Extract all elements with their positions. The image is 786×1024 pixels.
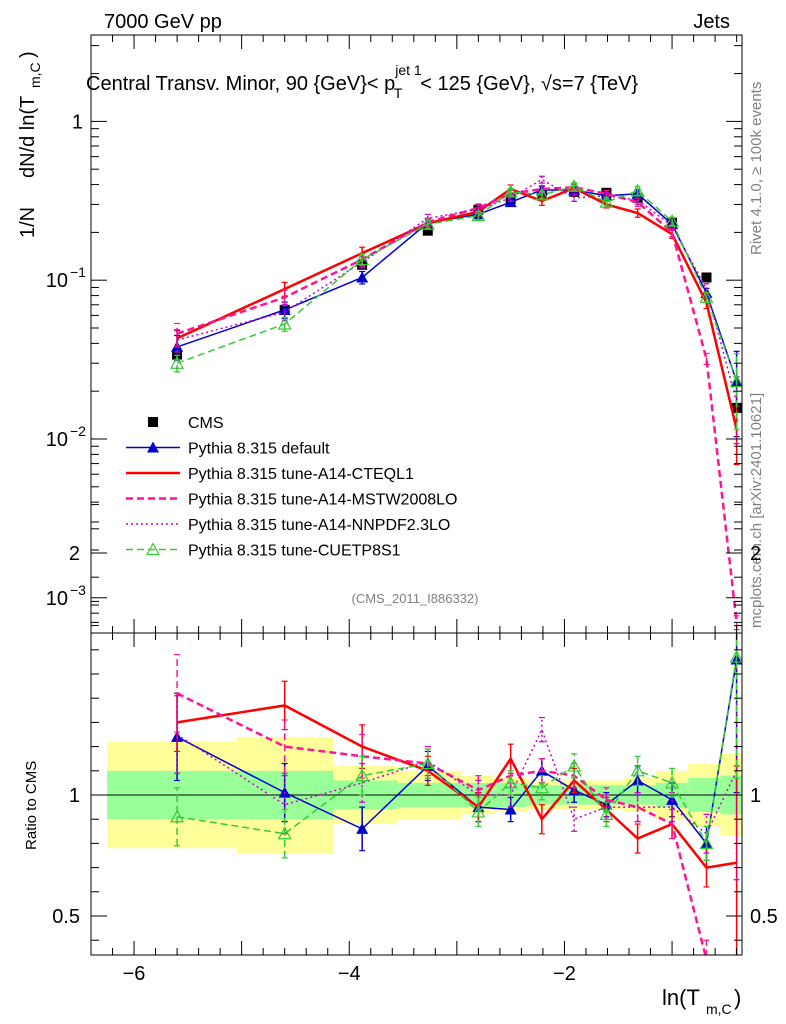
cuetp8s1-marker	[145, 542, 161, 556]
default-marker	[666, 793, 679, 805]
series-5	[170, 179, 742, 430]
legend-label: CMS	[188, 415, 224, 432]
y-tick-exponent: −2	[70, 423, 86, 439]
y-axis-title: 1/N dN/d ln(T m,C )	[17, 51, 43, 238]
cuetp8s1-marker	[630, 763, 645, 777]
ratio-y-tick-label-right: 2	[750, 543, 761, 565]
legend-entry: Pythia 8.315 tune-CUETP8S1	[126, 542, 401, 560]
cuetp8s1-marker	[534, 187, 549, 201]
header-jets: Jets	[693, 11, 730, 33]
series-3	[174, 183, 740, 631]
default-marker	[504, 803, 517, 815]
default-marker	[356, 271, 369, 283]
series-2	[174, 184, 740, 466]
series-line	[176, 178, 738, 403]
legend-entry: Pythia 8.315 tune-A14-NNPDF2.3LO	[126, 517, 450, 534]
default-marker	[356, 822, 369, 834]
series-0	[172, 186, 742, 413]
legend-entry: Pythia 8.315 tune-A14-MSTW2008LO	[126, 492, 457, 509]
svg-text:1/N: 1/N	[17, 207, 39, 238]
cuetp8s1-marker	[420, 756, 435, 770]
y-tick-exponent: −3	[70, 582, 86, 598]
svg-text:ln(T: ln(T	[662, 985, 700, 1010]
cuetp8s1-marker	[630, 183, 645, 197]
svg-text:dN/d ln(T: dN/d ln(T	[17, 96, 39, 178]
cuetp8s1-marker	[665, 214, 680, 227]
cuetp8s1-marker	[170, 809, 185, 823]
cuetp8s1-marker	[599, 194, 614, 208]
cuetp8s1-marker	[277, 316, 292, 330]
cms-marker	[422, 225, 433, 236]
cuetp8s1-marker	[567, 758, 582, 772]
cms-marker	[148, 417, 158, 427]
cuetp8s1-marker	[355, 768, 370, 782]
x-axis-title: ln(T m,C )	[662, 985, 741, 1017]
rivet-label: Rivet 4.1.0, ≥ 100k events	[748, 82, 765, 255]
cuetp8s1-marker	[729, 649, 742, 663]
svg-text:): )	[734, 985, 741, 1010]
mcplots-label: mcplots.cern.ch [arXiv:2401.10621]	[748, 393, 765, 628]
y-tick-exponent: −1	[70, 264, 86, 280]
cuetp8s1-marker	[355, 252, 370, 266]
cuetp8s1-marker	[503, 184, 518, 198]
cuetp8s1-marker	[420, 217, 435, 230]
legend-label: Pythia 8.315 tune-A14-CTEQL1	[188, 466, 414, 483]
ratio-frame	[90, 632, 743, 956]
cuetp8s1-marker	[599, 807, 614, 820]
x-tick-label: −2	[553, 963, 576, 985]
svg-text:m,C: m,C	[27, 62, 43, 88]
legend-label: Pythia 8.315 tune-A14-MSTW2008LO	[188, 492, 457, 509]
axis-ticks	[90, 35, 742, 955]
header-energy: 7000 GeV pp	[104, 11, 222, 33]
y-tick-label: 10	[46, 270, 68, 292]
cuetp8s1-marker	[699, 290, 714, 303]
default-marker	[147, 441, 159, 453]
ratio-y-tick-label-right: 1	[750, 785, 761, 807]
cuetp8s1-marker	[471, 208, 486, 222]
cuetp8s1-marker	[567, 179, 582, 192]
cuetp8s1-marker	[471, 804, 486, 818]
cuetp8s1-marker	[534, 780, 549, 794]
svg-text:): )	[17, 51, 39, 58]
legend-entry: CMS	[148, 415, 224, 432]
cms-marker	[701, 272, 712, 283]
cuetp8s1-marker	[729, 374, 742, 388]
y-tick-label: 10	[46, 429, 68, 451]
ratio-y-tick-label: 2	[69, 543, 80, 565]
x-tick-label: −6	[123, 963, 146, 985]
y-tick-label: 10	[46, 588, 68, 610]
cuetp8s1-marker	[699, 836, 714, 850]
legend-label: Pythia 8.315 default	[188, 441, 330, 458]
analysis-watermark: (CMS_2011_I886332)	[352, 591, 479, 606]
svg-text:m,C: m,C	[706, 1001, 732, 1017]
cuetp8s1-marker	[277, 826, 292, 840]
cuetp8s1-marker	[503, 775, 518, 789]
y-tick-label: 1	[72, 111, 83, 133]
ratio-y-tick-label-right: 0.5	[750, 906, 778, 928]
cuetp8s1-marker	[665, 775, 680, 789]
cuetp8s1-marker	[170, 355, 185, 369]
series-5	[170, 633, 742, 861]
ratio-y-tick-label: 1	[69, 785, 80, 807]
ratio-y-tick-label: 0.5	[52, 906, 80, 928]
legend-entry: Pythia 8.315 tune-A14-CTEQL1	[126, 466, 414, 483]
series-1	[171, 183, 742, 438]
legend-entry: Pythia 8.315 default	[126, 441, 330, 458]
legend: CMS Pythia 8.315 default Pythia 8.315 tune…	[126, 415, 457, 560]
legend-label: Pythia 8.315 tune-CUETP8S1	[188, 543, 401, 560]
x-tick-label: −4	[338, 963, 361, 985]
series-line	[176, 186, 738, 430]
main-series	[170, 175, 742, 631]
ratio-y-title: Ratio to CMS	[23, 761, 40, 850]
legend-label: Pythia 8.315 tune-A14-NNPDF2.3LO	[188, 517, 450, 534]
